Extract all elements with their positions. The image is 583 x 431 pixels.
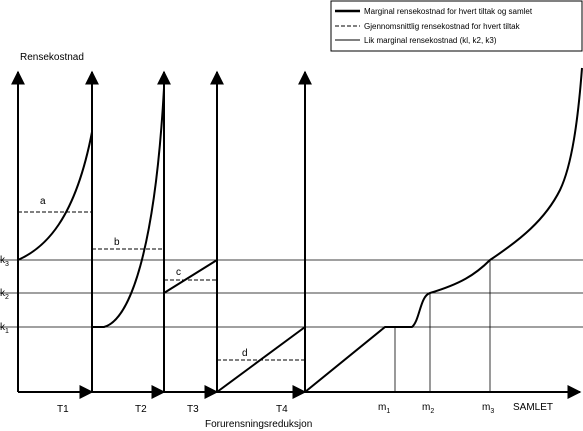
legend-item-average: Gjennomsnittlig rensekostnad for hvert t… <box>364 22 521 31</box>
segment-label-t1: T1 <box>57 404 69 415</box>
m3-label: m3 <box>482 402 494 415</box>
legend-item-equal-marginal: Lik marginal rensekostnad (kl, k2, k3) <box>364 36 497 45</box>
m2-label: m2 <box>422 402 434 415</box>
marginal-curve-samlet <box>304 67 583 393</box>
segment-label-t2: T2 <box>135 404 147 415</box>
legend: Marginal rensekostnad for hvert tiltak o… <box>330 0 583 52</box>
k3-label: k3 <box>0 255 9 268</box>
y-axes <box>11 70 312 392</box>
legend-item-marginal: Marginal rensekostnad for hvert tiltak o… <box>364 7 533 16</box>
segment-label-t3: T3 <box>187 404 199 415</box>
marginal-curve-t3 <box>163 259 218 294</box>
k-level-lines <box>0 259 583 328</box>
legend-box <box>330 0 583 52</box>
average-label-c: c <box>176 267 181 278</box>
k1-label: k1 <box>0 322 9 335</box>
samlet-label: SAMLET <box>513 402 553 413</box>
marginal-curve-t1 <box>17 131 93 261</box>
marginal-curve-t2 <box>92 87 165 328</box>
average-label-d: d <box>242 348 248 359</box>
x-axis-title: Forurensningsreduksjon <box>205 419 312 430</box>
m-drop-lines <box>394 260 491 392</box>
k2-label: k2 <box>0 288 9 301</box>
m1-label: m1 <box>378 402 390 415</box>
y-axis-title: Rensekostnad <box>20 52 84 63</box>
average-label-b: b <box>114 237 120 248</box>
average-cost-lines <box>18 211 305 361</box>
segment-label-t4: T4 <box>276 404 288 415</box>
average-label-a: a <box>40 196 46 207</box>
marginal-cost-curves <box>17 67 583 393</box>
